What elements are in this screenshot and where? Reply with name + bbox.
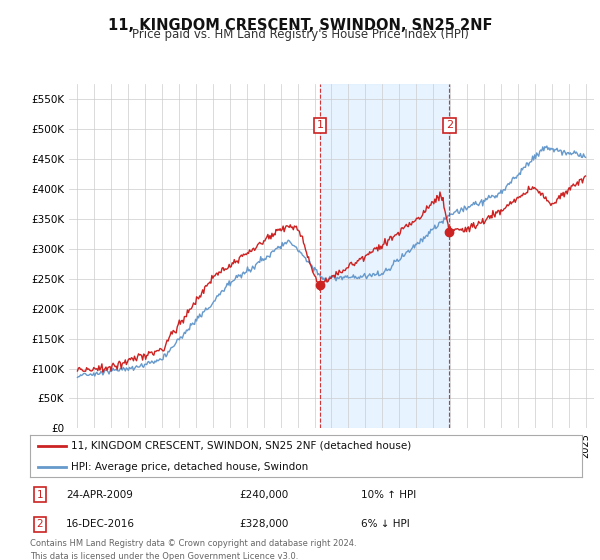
Text: 1: 1 [37, 490, 43, 500]
Text: This data is licensed under the Open Government Licence v3.0.: This data is licensed under the Open Gov… [30, 552, 298, 560]
Text: 11, KINGDOM CRESCENT, SWINDON, SN25 2NF: 11, KINGDOM CRESCENT, SWINDON, SN25 2NF [108, 18, 492, 33]
Text: 24-APR-2009: 24-APR-2009 [66, 490, 133, 500]
Text: 2: 2 [446, 120, 453, 130]
Text: 11, KINGDOM CRESCENT, SWINDON, SN25 2NF (detached house): 11, KINGDOM CRESCENT, SWINDON, SN25 2NF … [71, 441, 412, 451]
Text: HPI: Average price, detached house, Swindon: HPI: Average price, detached house, Swin… [71, 461, 308, 472]
Text: 6% ↓ HPI: 6% ↓ HPI [361, 520, 410, 529]
Bar [320, 84, 449, 428]
Text: £328,000: £328,000 [240, 520, 289, 529]
Text: Price paid vs. HM Land Registry's House Price Index (HPI): Price paid vs. HM Land Registry's House … [131, 28, 469, 41]
Text: 10% ↑ HPI: 10% ↑ HPI [361, 490, 416, 500]
Text: 1: 1 [316, 120, 323, 130]
Text: Contains HM Land Registry data © Crown copyright and database right 2024.: Contains HM Land Registry data © Crown c… [30, 539, 356, 548]
Text: 2: 2 [37, 520, 43, 529]
Text: £240,000: £240,000 [240, 490, 289, 500]
Text: 16-DEC-2016: 16-DEC-2016 [66, 520, 135, 529]
